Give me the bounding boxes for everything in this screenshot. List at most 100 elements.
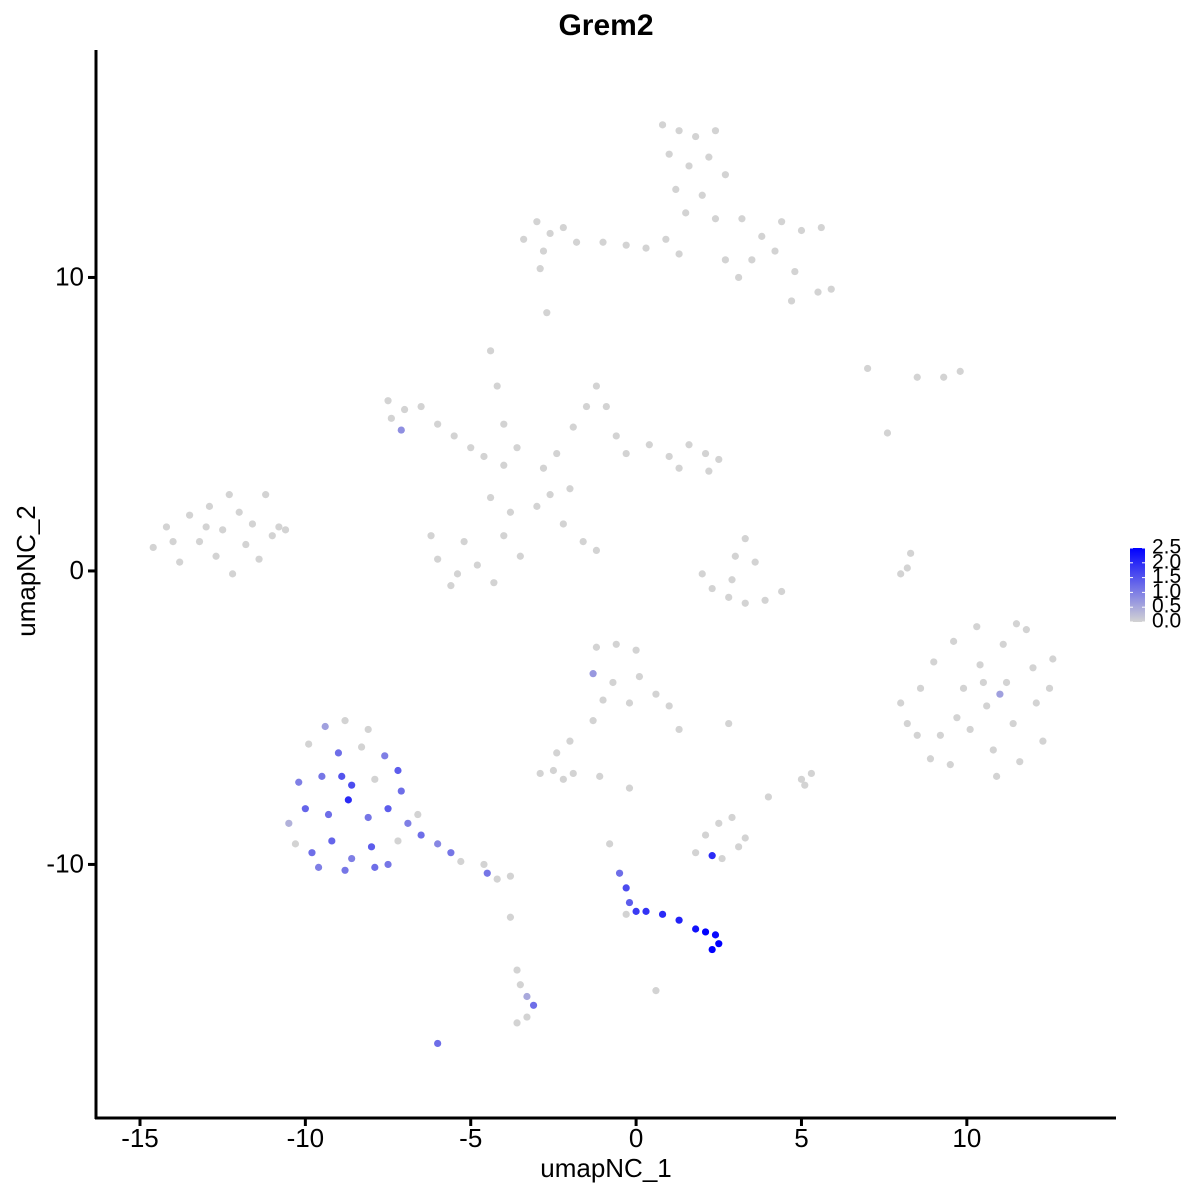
y-axis-label: umapNC_2 — [11, 505, 41, 637]
cell-point — [162, 523, 171, 531]
cell-point — [735, 843, 743, 851]
cell-point — [731, 552, 739, 560]
cell-point — [883, 429, 892, 437]
cell-point — [308, 849, 316, 857]
cell-point — [682, 209, 690, 217]
cell-point — [235, 508, 243, 516]
cell-point — [169, 537, 177, 546]
cell-point — [559, 520, 567, 528]
cell-point — [711, 215, 720, 223]
cell-point — [417, 831, 425, 839]
cell-point — [635, 672, 644, 681]
x-tick-label: -5 — [459, 1123, 482, 1153]
cell-point — [467, 444, 475, 452]
cell-point — [903, 719, 911, 728]
cell-point — [268, 532, 276, 540]
cell-point — [602, 402, 610, 411]
cell-point — [559, 223, 567, 232]
cell-point — [543, 309, 551, 317]
cell-point — [751, 558, 759, 566]
cell-point — [725, 719, 733, 728]
cell-point — [500, 532, 508, 540]
cell-point — [748, 256, 756, 264]
cell-point — [612, 432, 620, 440]
cell-point — [506, 872, 515, 880]
cell-point — [364, 725, 372, 734]
cell-point — [434, 555, 442, 563]
cell-point — [959, 684, 968, 692]
cell-point — [1012, 620, 1021, 628]
cell-point — [692, 925, 700, 933]
cell-point — [262, 491, 270, 499]
cell-point — [404, 819, 412, 827]
x-tick-label: 5 — [794, 1123, 808, 1153]
cell-point — [966, 725, 974, 734]
cell-point — [592, 382, 601, 390]
cell-point — [999, 640, 1007, 648]
cell-point — [400, 405, 409, 414]
cell-point — [708, 852, 716, 860]
cell-point — [384, 805, 392, 813]
cell-point — [622, 884, 630, 892]
cell-point — [569, 423, 577, 431]
cell-point — [397, 787, 405, 795]
cell-point — [417, 402, 425, 411]
cell-point — [672, 185, 680, 194]
cell-point — [913, 731, 921, 739]
cell-point — [516, 552, 524, 560]
cell-point — [344, 796, 352, 804]
cell-point — [348, 854, 356, 863]
cell-point — [698, 570, 706, 578]
cell-point — [662, 235, 670, 243]
cell-point — [285, 819, 293, 827]
cell-point — [715, 940, 723, 948]
cell-point — [546, 491, 554, 499]
cell-point — [946, 761, 954, 769]
cell-point — [916, 684, 925, 692]
cell-point — [305, 740, 313, 748]
cell-point — [622, 910, 630, 918]
cell-point — [334, 749, 343, 757]
cell-point — [539, 464, 548, 472]
cell-point — [248, 520, 257, 528]
cell-point — [295, 778, 303, 786]
cell-point — [394, 766, 402, 775]
cell-point — [387, 414, 395, 422]
cell-point — [701, 928, 710, 936]
cell-point — [665, 452, 673, 461]
cell-point — [701, 449, 710, 458]
cell-point — [913, 373, 921, 381]
cell-point — [357, 743, 366, 751]
cell-point — [685, 162, 693, 170]
cell-point — [493, 875, 501, 883]
cell-point — [728, 576, 736, 584]
cell-point — [615, 869, 624, 877]
cell-point — [989, 746, 997, 754]
cell-point — [447, 582, 455, 590]
cell-point — [738, 215, 746, 223]
cell-point — [903, 564, 911, 572]
cell-point — [983, 702, 991, 710]
cell-point — [536, 769, 544, 778]
cell-point — [698, 191, 706, 199]
cell-point — [996, 690, 1004, 698]
cell-point — [281, 526, 290, 534]
cell-point — [645, 441, 653, 449]
cell-point — [506, 508, 515, 516]
cell-point — [993, 772, 1001, 780]
cell-point — [506, 913, 515, 921]
cell-point — [1009, 719, 1017, 728]
cell-point — [642, 907, 650, 915]
cell-point — [205, 502, 214, 510]
cell-point — [480, 860, 488, 869]
cell-point — [589, 670, 597, 678]
cell-point — [827, 285, 835, 293]
cell-point — [622, 449, 630, 458]
cell-point — [814, 288, 822, 296]
cell-point — [817, 223, 825, 232]
cell-point — [546, 229, 554, 238]
cell-point — [324, 810, 333, 819]
cell-point — [579, 537, 587, 546]
cell-point — [450, 432, 458, 440]
